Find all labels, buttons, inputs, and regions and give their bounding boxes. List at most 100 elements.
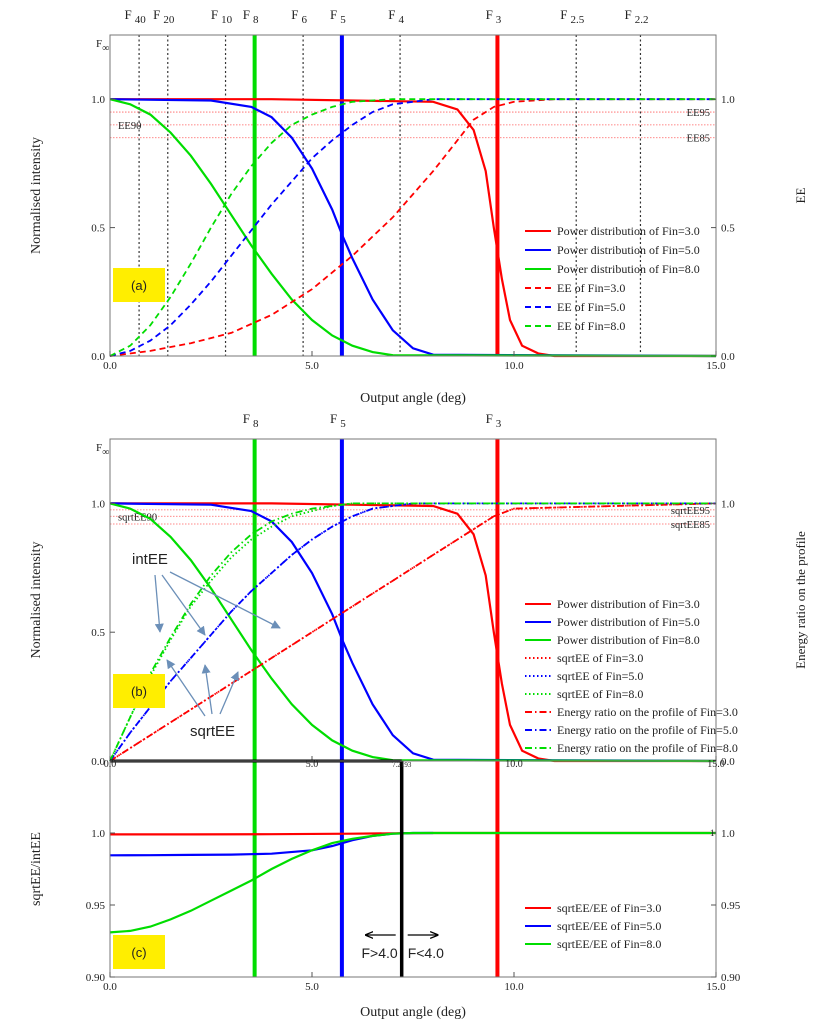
series-c-2 (109, 831, 716, 934)
annotation-arrow-up-2 (169, 571, 281, 629)
annotation-arrow-up-1 (161, 574, 206, 636)
f-label-sub: 3 (496, 418, 502, 430)
legend-label-b-6: Energy ratio on the profile of Fin=3.0 (557, 705, 738, 719)
f-label-sub: 8 (253, 418, 259, 430)
xtick-label-c-2: 10.0 (504, 981, 524, 993)
series-a-3 (109, 98, 716, 357)
top-axis-label-4: 15.0 (707, 759, 725, 770)
xtick-label-c-0: 0.0 (103, 981, 117, 993)
ylabel-b: Normalised intensity (29, 541, 44, 658)
y2tick-label-c-2: 1.0 (721, 828, 735, 840)
top-axis-label-1: 5.0 (306, 759, 319, 770)
panel-label-a: (a) (131, 278, 147, 293)
f-label-a-9: F 2.2 (624, 7, 648, 26)
legend-label-a-2: Power distribution of Fin=8.0 (557, 262, 700, 276)
legend-label-b-4: sqrtEE of Fin=5.0 (557, 669, 643, 683)
f-label-sub: 8 (253, 14, 259, 26)
ref-label-a-2: EE85 (687, 134, 710, 145)
series-a-5 (109, 98, 716, 357)
ref-label-a-1: EE90 (118, 121, 141, 132)
y2tick-label-c-0: 0.90 (721, 972, 741, 984)
annotation-inteE: intEE (132, 551, 168, 568)
f-label-sub: 10 (221, 14, 233, 26)
plot-frame-c (109, 760, 717, 978)
series-a-1 (109, 98, 717, 358)
f-label-sub: 5 (340, 418, 346, 430)
legend-label-b-2: Power distribution of Fin=8.0 (557, 633, 700, 647)
f-label-sub: 2.2 (635, 14, 649, 26)
legend-label-a-3: EE of Fin=3.0 (557, 281, 625, 295)
ytick-label-b-0: 0.0 (91, 756, 105, 768)
ylabel-a: Normalised intensity (29, 137, 44, 254)
ref-label-b-0: sqrtEE95 (671, 506, 710, 517)
ytick-label-b-1: 0.5 (91, 627, 105, 639)
legend-label-b-7: Energy ratio on the profile of Fin=5.0 (557, 723, 738, 737)
y2tick-label-c-1: 0.95 (721, 900, 741, 912)
series-b-1 (109, 502, 717, 763)
xtick-label-c-3: 15.0 (706, 981, 726, 993)
series-a-4 (109, 98, 716, 357)
f-label-a-0: F 40 (124, 7, 146, 26)
ytick-label-a-0: 0.0 (91, 351, 105, 363)
panel-label-c: (c) (131, 945, 146, 960)
legend-label-b-8: Energy ratio on the profile of Fin=8.0 (557, 741, 738, 755)
ref-label-b-1: sqrtEE90 (118, 512, 157, 523)
legend-label-a-0: Power distribution of Fin=3.0 (557, 224, 700, 238)
annotation-arrow-up-0 (154, 574, 164, 633)
legend-label-a-4: EE of Fin=5.0 (557, 300, 625, 314)
annotation-sqrtee: sqrtEE (190, 723, 235, 740)
top-axis-label-2: 7.2193 (392, 761, 412, 769)
arrow-label-left: F>4.0 (361, 945, 397, 961)
annotation-arrow-down-1 (201, 664, 213, 715)
xtick-label-c-1: 5.0 (305, 981, 319, 993)
panel-label-box-b (113, 674, 165, 708)
series-b-5 (109, 502, 716, 762)
f-inf-label-a: F∞ (96, 38, 109, 54)
ref-label-a-0: EE95 (687, 108, 710, 119)
plot-frame-a (109, 34, 717, 357)
ytick-label-b-2: 1.0 (91, 498, 105, 510)
ytick-label-a-2: 1.0 (91, 94, 105, 106)
xtick-label-a-0: 0.0 (103, 360, 117, 372)
legend-label-a-1: Power distribution of Fin=5.0 (557, 243, 700, 257)
f-inf-sub: ∞ (102, 447, 109, 458)
ylabel-c: sqrtEE/intEE (29, 832, 44, 906)
top-axis-label-0: 0.0 (104, 759, 117, 770)
f-label-sub: 4 (398, 14, 404, 26)
ytick-label-c-1: 0.95 (86, 900, 106, 912)
annotation-arrow-down-0 (166, 659, 206, 717)
legend-label-b-0: Power distribution of Fin=3.0 (557, 597, 700, 611)
f-label-sub: 20 (163, 14, 175, 26)
ytick-label-c-2: 1.0 (91, 828, 105, 840)
xtick-label-a-1: 5.0 (305, 360, 319, 372)
legend-label-c-1: sqrtEE/EE of Fin=5.0 (557, 919, 661, 933)
series-b-8 (109, 502, 716, 762)
series-b-0 (110, 502, 716, 763)
annotation-arrow-down-2 (219, 671, 239, 715)
top-axis-label-3: 10.0 (505, 759, 523, 770)
legend-label-a-5: EE of Fin=8.0 (557, 319, 625, 333)
f-label-sub: 5 (340, 14, 346, 26)
series-a-2 (109, 98, 717, 358)
panel-label-b: (b) (131, 684, 147, 699)
series-a-0 (110, 98, 716, 358)
f-label-sub: 40 (135, 14, 147, 26)
legend-label-b-5: sqrtEE of Fin=8.0 (557, 687, 643, 701)
xtick-label-a-2: 10.0 (504, 360, 524, 372)
f-label-a-1: F 20 (153, 7, 175, 26)
y2tick-label-a-2: 1.0 (721, 94, 735, 106)
legend-label-c-2: sqrtEE/EE of Fin=8.0 (557, 937, 661, 951)
y2tick-label-a-0: 0.0 (721, 351, 735, 363)
f-label-sub: 3 (496, 14, 502, 26)
legend-label-b-1: Power distribution of Fin=5.0 (557, 615, 700, 629)
xlabel-a: Output angle (deg) (360, 391, 466, 406)
